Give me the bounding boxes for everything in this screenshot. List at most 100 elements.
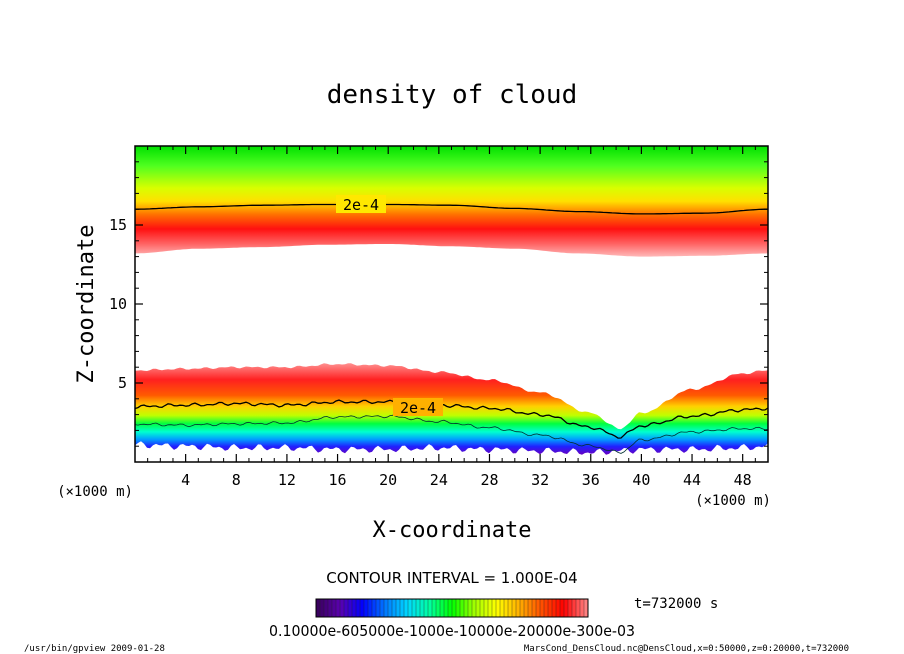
colorbar-cell bbox=[547, 598, 553, 618]
colorbar-cell bbox=[559, 598, 565, 618]
colorbar-cell bbox=[483, 598, 489, 618]
colorbar-cell bbox=[351, 598, 357, 618]
colorbar-cell bbox=[563, 598, 569, 618]
colorbar-cell bbox=[447, 598, 453, 618]
x-tick-label: 48 bbox=[734, 471, 752, 489]
colorbar-cell bbox=[579, 598, 585, 618]
colorbar bbox=[315, 598, 589, 618]
contour-label-bg-upper bbox=[336, 195, 386, 213]
colorbar-cell bbox=[519, 598, 525, 618]
colorbar-cell bbox=[451, 598, 457, 618]
contour-label-lower: 2e-4 bbox=[400, 399, 436, 417]
colorbar-cell bbox=[439, 598, 445, 618]
colorbar-cell bbox=[379, 598, 385, 618]
colorbar-cell bbox=[507, 598, 513, 618]
colorbar-cell bbox=[407, 598, 413, 618]
colorbar-cell bbox=[535, 598, 541, 618]
colorbar-cell bbox=[343, 598, 349, 618]
colorbar-cell bbox=[319, 598, 325, 618]
colorbar-cell bbox=[371, 598, 377, 618]
colorbar-cell bbox=[423, 598, 429, 618]
lower-cloud-layer bbox=[135, 363, 768, 455]
colorbar-cell bbox=[575, 598, 581, 618]
colorbar-cell bbox=[539, 598, 545, 618]
colorbar-cell bbox=[503, 598, 509, 618]
time-label: t=732000 s bbox=[634, 596, 718, 612]
colorbar-cell bbox=[495, 598, 501, 618]
colorbar-cell bbox=[499, 598, 505, 618]
chart-title: density of cloud bbox=[327, 80, 577, 110]
contour-label-upper: 2e-4 bbox=[343, 196, 379, 214]
colorbar-cell bbox=[363, 598, 369, 618]
colorbar-cell bbox=[395, 598, 401, 618]
x-tick-label: 4 bbox=[181, 471, 190, 489]
contour-interval: CONTOUR INTERVAL = 1.000E-04 bbox=[326, 569, 577, 587]
colorbar-cell bbox=[367, 598, 373, 618]
colorbar-cell bbox=[335, 598, 341, 618]
colorbar-cell bbox=[471, 598, 477, 618]
z-tick-label: 10 bbox=[109, 295, 127, 313]
footer-right: MarsCond_DensCloud.nc@DensCloud,x=0:5000… bbox=[524, 644, 849, 654]
z-axis-ticks: 5 10 15 bbox=[109, 161, 768, 447]
colorbar-cell bbox=[327, 598, 333, 618]
colorbar-cell bbox=[387, 598, 393, 618]
upper-contour-2e-4 bbox=[135, 203, 768, 215]
colorbar-cell bbox=[435, 598, 441, 618]
x-tick-label: 36 bbox=[582, 471, 600, 489]
colorbar-cell bbox=[571, 598, 577, 618]
colorbar-cell bbox=[543, 598, 549, 618]
x-tick-label: 40 bbox=[632, 471, 650, 489]
x-axis-unit-left: (×1000 m) bbox=[57, 484, 133, 500]
lower-contour-secondary bbox=[135, 414, 768, 454]
colorbar-cell bbox=[399, 598, 405, 618]
y-axis-label: Z-coordinate bbox=[74, 225, 99, 384]
colorbar-cell bbox=[375, 598, 381, 618]
colorbar-cell bbox=[391, 598, 397, 618]
x-axis-unit-right: (×1000 m) bbox=[695, 493, 771, 509]
colorbar-cell bbox=[455, 598, 461, 618]
colorbar-cell bbox=[415, 598, 421, 618]
colorbar-cell bbox=[527, 598, 533, 618]
colorbar-cell bbox=[479, 598, 485, 618]
colorbar-cell bbox=[475, 598, 481, 618]
x-tick-label: 24 bbox=[430, 471, 448, 489]
colorbar-cell bbox=[523, 598, 529, 618]
colorbar-cell bbox=[463, 598, 469, 618]
colorbar-cell bbox=[459, 598, 465, 618]
x-tick-label: 12 bbox=[278, 471, 296, 489]
colorbar-cell bbox=[531, 598, 537, 618]
colorbar-cell bbox=[347, 598, 353, 618]
contour-label-bg-lower bbox=[393, 398, 443, 416]
colorbar-cell bbox=[515, 598, 521, 618]
x-tick-label: 28 bbox=[480, 471, 498, 489]
colorbar-tick-labels: 0.10000e-605000e-1000e-10000e-20000e-300… bbox=[269, 622, 635, 640]
colorbar-cell bbox=[383, 598, 389, 618]
colorbar-cell bbox=[487, 598, 493, 618]
x-axis-ticks: 4 8 12 16 20 24 28 32 36 40 44 48 bbox=[147, 146, 756, 489]
colorbar-cell bbox=[419, 598, 425, 618]
x-tick-label: 20 bbox=[379, 471, 397, 489]
x-axis-label: X-coordinate bbox=[373, 518, 532, 543]
colorbar-cell bbox=[315, 598, 321, 618]
x-tick-label: 8 bbox=[232, 471, 241, 489]
colorbar-cell bbox=[427, 598, 433, 618]
colorbar-cell bbox=[359, 598, 365, 618]
footer-left: /usr/bin/gpview 2009-01-28 bbox=[24, 644, 165, 654]
colorbar-cell bbox=[331, 598, 337, 618]
colorbar-cell bbox=[491, 598, 497, 618]
z-tick-label: 15 bbox=[109, 216, 127, 234]
colorbar-cell bbox=[555, 598, 561, 618]
colorbar-cell bbox=[355, 598, 361, 618]
colorbar-cell bbox=[323, 598, 329, 618]
colorbar-cell bbox=[511, 598, 517, 618]
colorbar-cell bbox=[467, 598, 473, 618]
colorbar-cell bbox=[551, 598, 557, 618]
colorbar-cell bbox=[339, 598, 345, 618]
colorbar-cell bbox=[403, 598, 409, 618]
upper-cloud-layer bbox=[135, 146, 768, 257]
x-tick-label: 44 bbox=[683, 471, 701, 489]
colorbar-frame bbox=[315, 598, 589, 618]
colorbar-cell bbox=[431, 598, 437, 618]
z-tick-label: 5 bbox=[118, 374, 127, 392]
colorbar-cell bbox=[567, 598, 573, 618]
